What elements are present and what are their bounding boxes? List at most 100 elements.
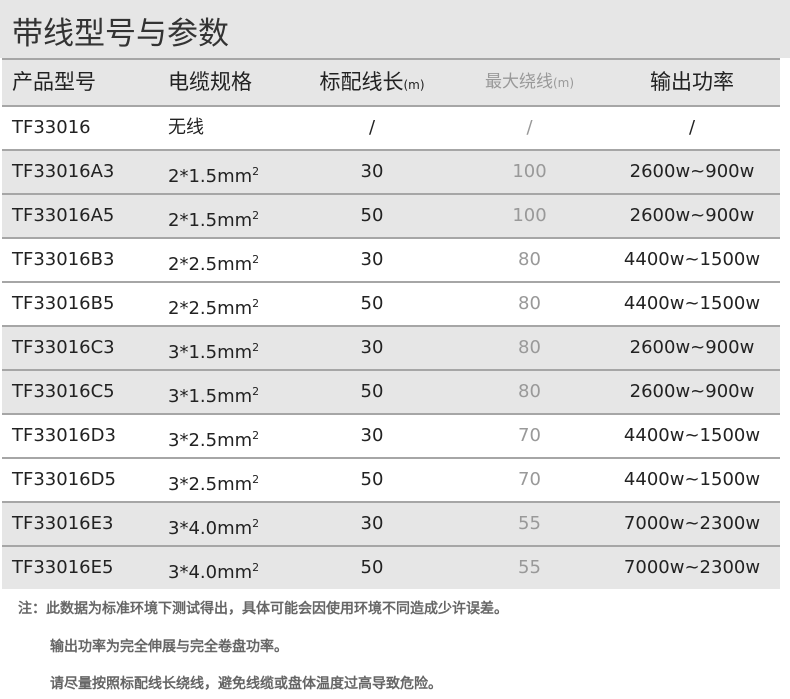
cell-max: 80 [462,371,597,413]
cell-max: 70 [462,415,597,457]
cell-power: 2600w~900w [612,371,772,413]
cell-power-text: 2600w~900w [629,205,755,226]
cell-model: TF33016A3 [12,151,114,193]
title-bar: 带线型号与参数 [0,0,790,58]
cell-length: 30 [302,415,442,457]
cell-length-text: 50 [360,293,384,314]
cell-power: 2600w~900w [612,327,772,369]
cell-model-text: TF33016C3 [12,337,115,358]
cell-max-text: / [526,117,533,138]
cell-spec: 3*1.5mm2 [168,371,259,418]
note-3: 请尽量按照标配线长绕线，避免线缆或盘体温度过高导致危险。 [50,676,442,692]
table-row: TF33016A3 2*1.5mm2 30 100 2600w~900w [2,149,780,193]
cell-length-text: 50 [360,557,384,578]
cell-max-text: 80 [518,381,541,402]
table-row: TF33016C5 3*1.5mm2 50 80 2600w~900w [2,369,780,413]
superscript: 2 [252,385,260,398]
cell-max: 70 [462,459,597,501]
header-max: 最大绕线(m) [462,60,597,106]
header-length: 标配线长(m) [302,60,442,108]
cell-spec: 2*2.5mm2 [168,283,259,330]
cell-length: 30 [302,327,442,369]
cell-length: 50 [302,459,442,501]
cell-model: TF33016D5 [12,459,116,501]
cell-length: 30 [302,151,442,193]
cell-model-text: TF33016 [12,117,91,138]
cell-length-text: 50 [360,381,384,402]
cell-spec-text: 3*1.5mm [168,386,253,407]
cell-max: 55 [462,503,597,545]
cell-model-text: TF33016B3 [12,249,115,270]
table-row: TF33016D3 3*2.5mm2 30 70 4400w~1500w [2,413,780,457]
table-row: TF33016C3 3*1.5mm2 30 80 2600w~900w [2,325,780,369]
cell-power-text: 4400w~1500w [623,249,761,270]
cell-model-text: TF33016D3 [12,425,116,446]
cell-spec-text: 无线 [168,117,204,138]
cell-power: 4400w~1500w [612,283,772,325]
cell-power: 2600w~900w [612,195,772,237]
header-max-unit: (m) [552,76,575,90]
cell-max-text: 55 [518,513,541,534]
cell-max-text: 55 [518,557,541,578]
cell-spec-text: 2*1.5mm [168,166,253,187]
cell-length-text: 50 [360,469,384,490]
cell-length-text: 30 [360,249,384,270]
note-1: 注：此数据为标准环境下测试得出，具体可能会因使用环境不同造成少许误差。 [18,601,508,617]
cell-model-text: TF33016E3 [12,513,114,534]
spec-table: 产品型号 电缆规格 标配线长(m) 最大绕线(m) 输出功率 TF33016 无线… [2,58,780,589]
cell-power: 7000w~2300w [612,547,772,589]
cell-length: 30 [302,239,442,281]
cell-spec: 无线 [168,107,204,149]
cell-spec-text: 2*2.5mm [168,298,253,319]
cell-spec-text: 2*1.5mm [168,210,253,231]
cell-length-text: 30 [360,337,384,358]
header-length-label: 标配线长 [319,70,404,94]
cell-length: 50 [302,283,442,325]
cell-max-text: 80 [518,337,541,358]
cell-power-text: 7000w~2300w [623,557,761,578]
cell-spec: 2*2.5mm2 [168,239,259,286]
cell-model-text: TF33016A3 [12,161,115,182]
cell-model: TF33016A5 [12,195,114,237]
cell-model: TF33016B3 [12,239,114,281]
cell-model: TF33016 [12,107,91,149]
cell-max: 80 [462,327,597,369]
cell-max-text: 100 [512,205,547,226]
cell-model-text: TF33016D5 [12,469,116,490]
cell-max: 55 [462,547,597,589]
cell-model: TF33016D3 [12,415,116,457]
superscript: 2 [252,341,260,354]
cell-spec: 3*2.5mm2 [168,459,259,506]
cell-length-text: / [368,117,376,138]
cell-spec: 2*1.5mm2 [168,195,259,242]
cell-length-text: 30 [360,513,384,534]
cell-power: / [612,107,772,149]
cell-spec-text: 2*2.5mm [168,254,253,275]
cell-spec-text: 3*4.0mm [168,562,253,583]
cell-model-text: TF33016E5 [12,557,114,578]
page-title: 带线型号与参数 [12,16,229,52]
cell-length: 50 [302,371,442,413]
table-row: TF33016B3 2*2.5mm2 30 80 4400w~1500w [2,237,780,281]
cell-length: 50 [302,195,442,237]
table-header: 产品型号 电缆规格 标配线长(m) 最大绕线(m) 输出功率 [2,58,780,105]
table-row: TF33016E3 3*4.0mm2 30 55 7000w~2300w [2,501,780,545]
cell-max-text: 70 [518,425,541,446]
table-row: TF33016E5 3*4.0mm2 50 55 7000w~2300w [2,545,780,589]
cell-power: 4400w~1500w [612,415,772,457]
cell-length-text: 30 [360,425,384,446]
cell-max-text: 80 [518,293,541,314]
cell-power: 2600w~900w [612,151,772,193]
cell-power-text: 7000w~2300w [623,513,761,534]
cell-power-text: 2600w~900w [629,161,755,182]
cell-spec-text: 3*2.5mm [168,430,253,451]
cell-max: 80 [462,283,597,325]
superscript: 2 [252,209,260,222]
table-row: TF33016D5 3*2.5mm2 50 70 4400w~1500w [2,457,780,501]
cell-max-text: 70 [518,469,541,490]
header-max-label: 最大绕线 [484,72,553,92]
cell-model-text: TF33016C5 [12,381,115,402]
cell-power-text: 4400w~1500w [623,293,761,314]
superscript: 2 [252,253,260,266]
table-row: TF33016B5 2*2.5mm2 50 80 4400w~1500w [2,281,780,325]
